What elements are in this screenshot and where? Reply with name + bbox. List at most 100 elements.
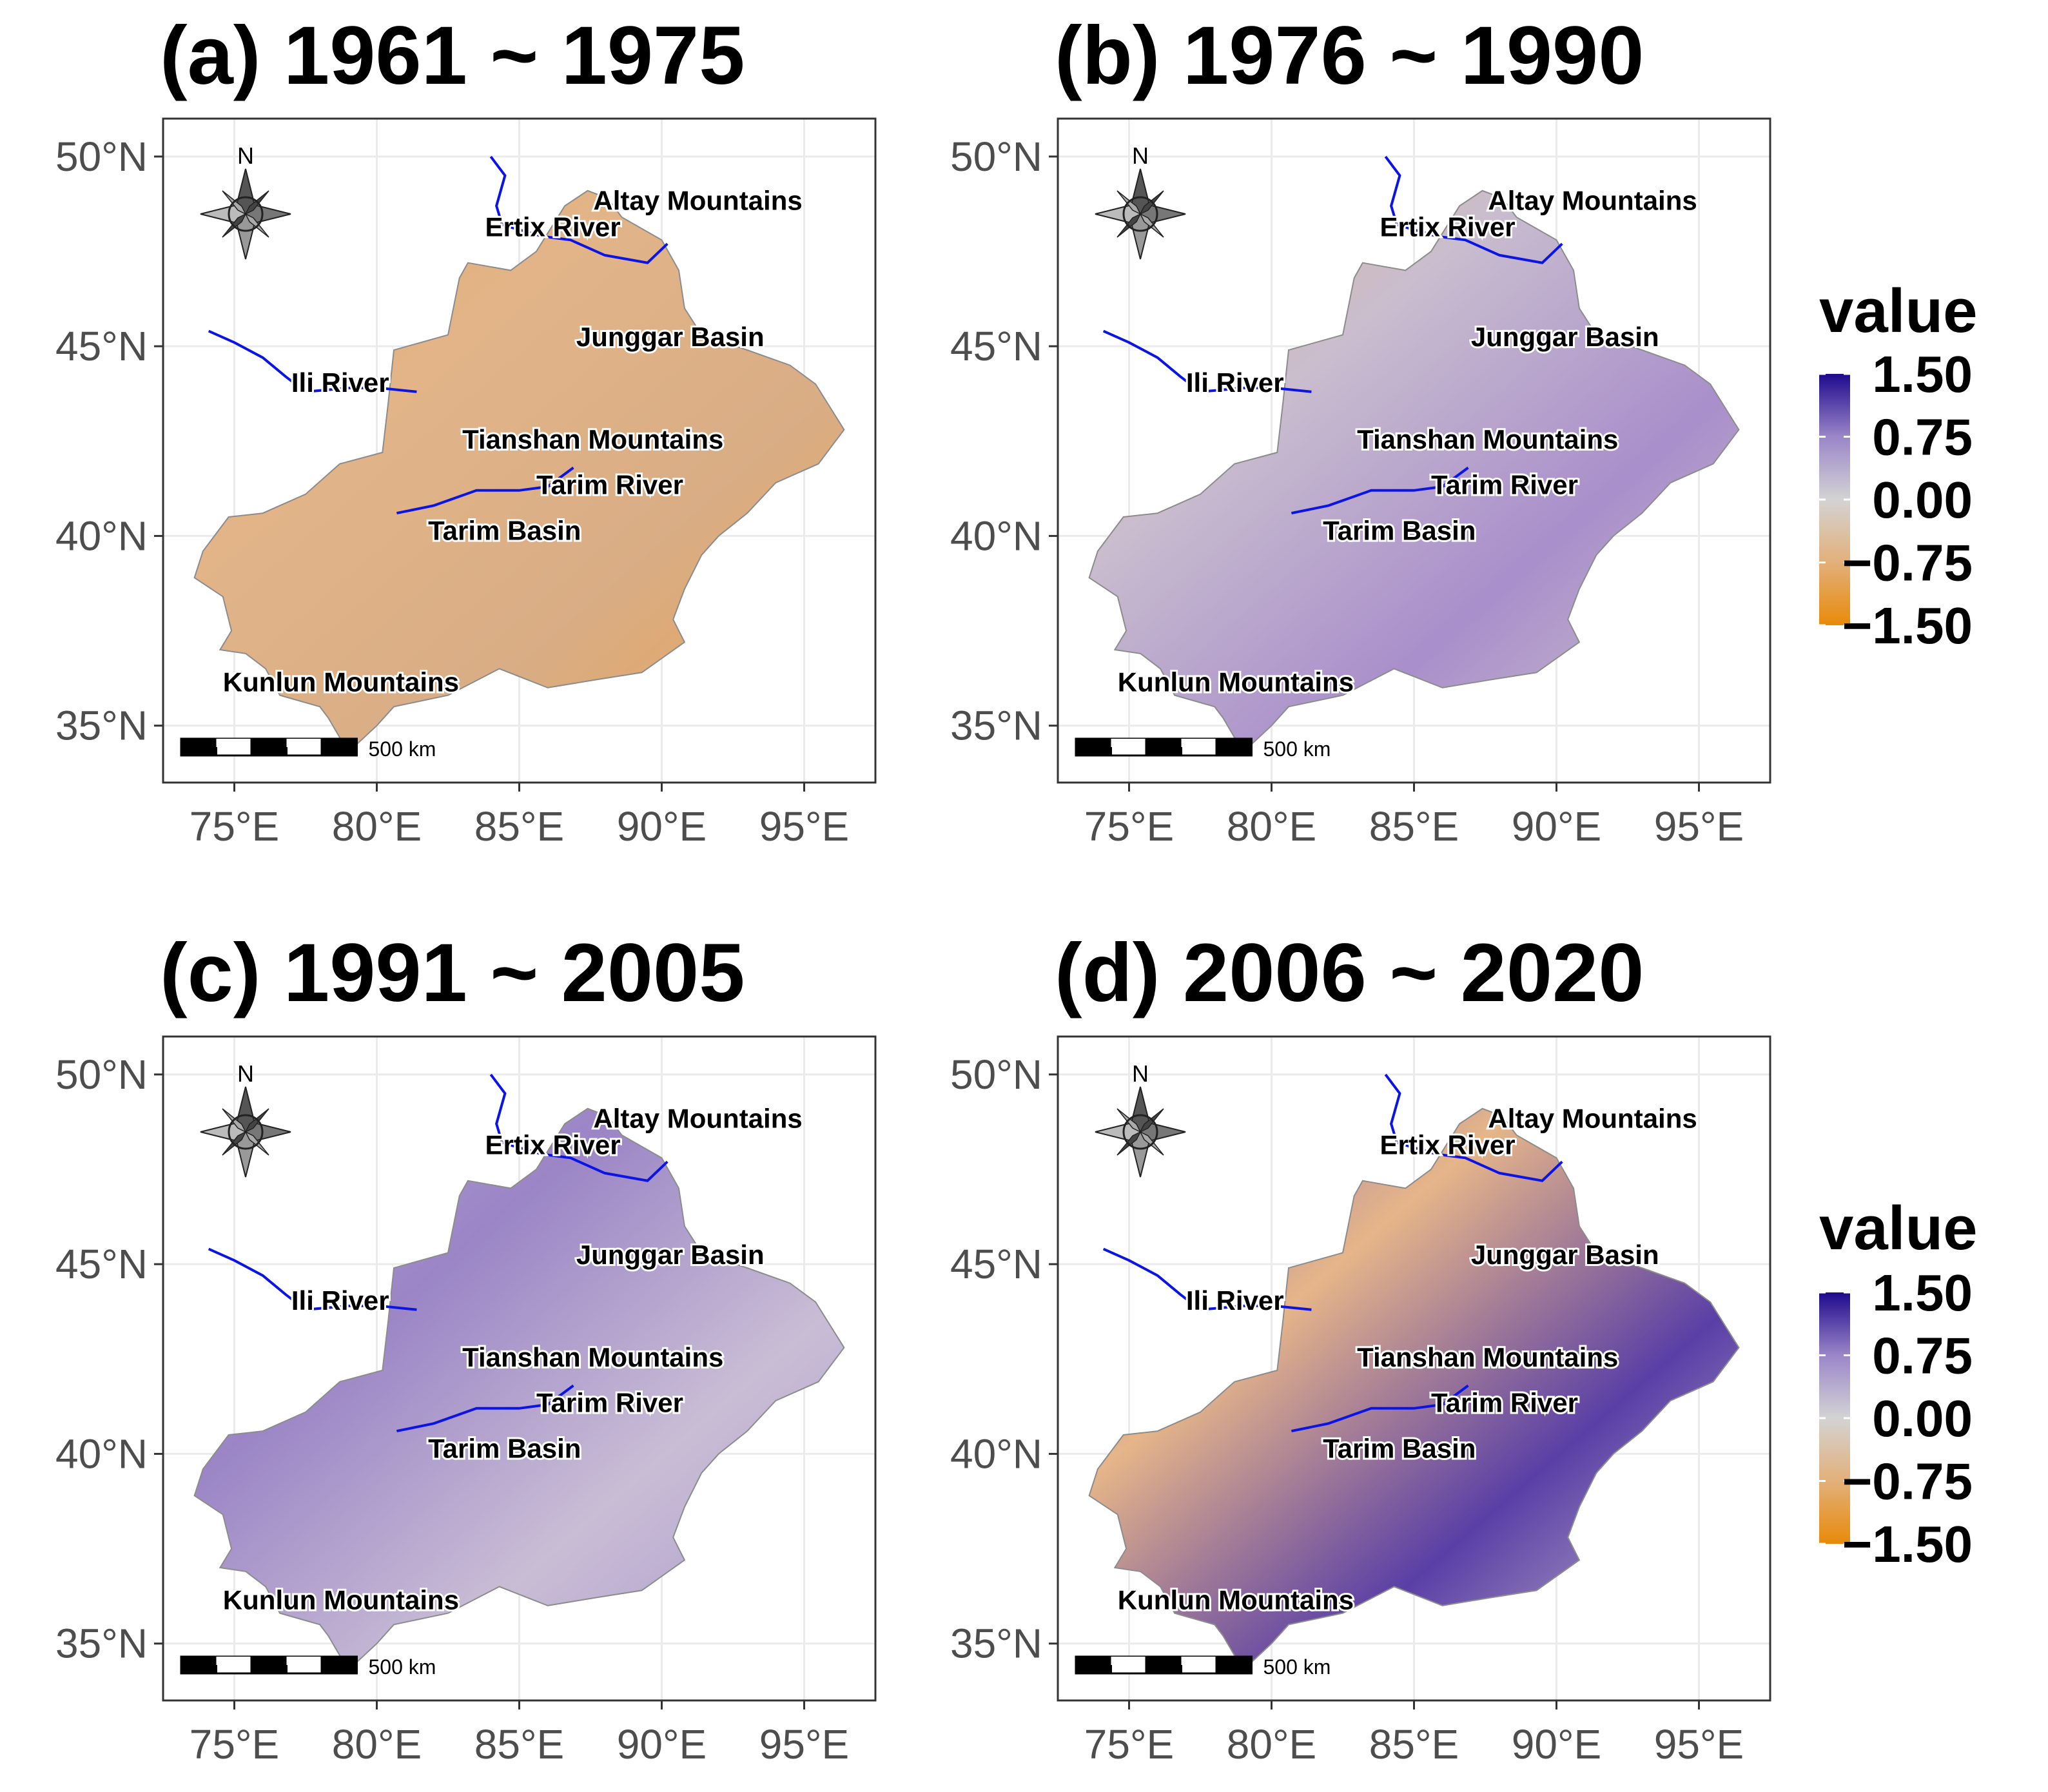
legend-tick-label: −1.50	[1842, 597, 1973, 654]
tarim-river-line	[1291, 466, 1469, 515]
x-tick-label: 75°E	[1084, 803, 1174, 850]
ertix-river-line	[1384, 155, 1563, 264]
scale-bar-label: 500 km	[369, 1655, 436, 1679]
north-arrow-icon: N	[200, 142, 291, 260]
x-tick-label: 80°E	[332, 1721, 422, 1768]
legend-title: value	[1819, 1194, 1977, 1263]
y-tick-label: 40°N	[950, 1430, 1042, 1477]
legend-tick-label: 0.00	[1872, 471, 1973, 529]
legend-tick-label: −0.75	[1842, 534, 1973, 592]
legend-tick-label: −0.75	[1842, 1453, 1973, 1510]
x-tick-label: 75°E	[1084, 1721, 1174, 1768]
scale-bar: 500 km	[1075, 1655, 1331, 1679]
ertix-river-line	[489, 155, 668, 264]
place-label: Ili River	[291, 1285, 389, 1316]
panel-title: (d) 2006 ~ 2020	[1055, 927, 1644, 1019]
x-tick-label: 85°E	[474, 1721, 564, 1768]
x-tick-label: 90°E	[1512, 803, 1601, 850]
legend-tick-label: 0.75	[1872, 1327, 1973, 1385]
scale-bar: 500 km	[180, 737, 436, 761]
panel-title: (b) 1976 ~ 1990	[1055, 10, 1644, 102]
place-label: Tarim River	[536, 470, 683, 500]
north-label: N	[1132, 1060, 1149, 1087]
y-tick-label: 35°N	[55, 703, 148, 749]
place-label: Tianshan Mountains	[462, 1342, 723, 1372]
x-tick-label: 90°E	[1512, 1721, 1601, 1768]
y-tick-label: 45°N	[55, 323, 148, 369]
tarim-river-line	[1291, 1384, 1469, 1433]
scale-bar-label: 500 km	[369, 737, 436, 761]
north-label: N	[237, 1060, 254, 1087]
x-tick-label: 85°E	[474, 803, 564, 850]
scale-bar: 500 km	[1075, 737, 1331, 761]
x-tick-label: 90°E	[617, 803, 707, 850]
legend-tick-label: 0.00	[1872, 1390, 1973, 1447]
place-label: Ertix River	[1380, 212, 1516, 242]
y-tick-label: 50°N	[55, 1051, 148, 1098]
place-label: Ertix River	[485, 212, 621, 242]
place-label: Altay Mountains	[1488, 185, 1697, 215]
ili-river-line	[1102, 1247, 1312, 1311]
x-tick-label: 80°E	[1227, 803, 1316, 850]
place-label: Tarim Basin	[1323, 1433, 1476, 1463]
y-tick-label: 35°N	[950, 703, 1042, 749]
x-tick-label: 80°E	[332, 803, 422, 850]
x-tick-label: 90°E	[617, 1721, 707, 1768]
place-label: Tianshan Mountains	[462, 424, 723, 454]
ili-river-line	[1102, 329, 1312, 393]
place-label: Altay Mountains	[593, 185, 802, 215]
y-tick-label: 50°N	[55, 133, 148, 180]
place-label: Tarim Basin	[428, 1433, 581, 1463]
place-label: Tianshan Mountains	[1357, 1342, 1618, 1372]
place-label: Kunlun Mountains	[1118, 667, 1354, 697]
place-label: Junggar Basin	[576, 1240, 765, 1270]
tarim-river-line	[396, 466, 574, 515]
scale-bar-label: 500 km	[1263, 1655, 1331, 1679]
panel-title: (a) 1961 ~ 1975	[160, 10, 745, 102]
place-label: Ertix River	[485, 1130, 621, 1160]
place-label: Ili River	[1186, 367, 1284, 398]
tarim-river-line	[396, 1384, 574, 1433]
y-tick-label: 35°N	[950, 1621, 1042, 1667]
y-tick-label: 45°N	[950, 1241, 1042, 1287]
y-tick-label: 40°N	[55, 512, 148, 559]
legend-tick-label: −1.50	[1842, 1515, 1973, 1573]
y-tick-label: 45°N	[55, 1241, 148, 1287]
place-label: Altay Mountains	[1488, 1103, 1697, 1133]
x-tick-label: 75°E	[190, 803, 279, 850]
place-label: Kunlun Mountains	[1118, 1585, 1354, 1615]
legend-title: value	[1819, 277, 1977, 346]
place-label: Tarim Basin	[1323, 515, 1476, 545]
place-label: Tarim River	[1431, 470, 1578, 500]
legend-tick-label: 1.50	[1872, 1264, 1973, 1321]
ili-river-line	[208, 329, 417, 393]
scale-bar-label: 500 km	[1263, 737, 1331, 761]
y-tick-label: 40°N	[950, 512, 1042, 559]
place-label: Ertix River	[1380, 1130, 1516, 1160]
scale-bar: 500 km	[180, 1655, 436, 1679]
x-tick-label: 95°E	[1654, 803, 1744, 850]
x-tick-label: 75°E	[190, 1721, 279, 1768]
place-label: Junggar Basin	[576, 322, 765, 352]
legends-layer: value1.500.750.00−0.75−1.50value1.500.75…	[1819, 277, 1977, 1573]
legend-tick-label: 0.75	[1872, 409, 1973, 466]
place-label: Kunlun Mountains	[223, 667, 459, 697]
ertix-river-line	[1384, 1073, 1563, 1182]
place-label: Junggar Basin	[1471, 1240, 1659, 1270]
y-tick-label: 40°N	[55, 1430, 148, 1477]
x-tick-label: 85°E	[1369, 803, 1459, 850]
panel-title: (c) 1991 ~ 2005	[160, 927, 745, 1019]
x-tick-label: 85°E	[1369, 1721, 1459, 1768]
place-label: Altay Mountains	[593, 1103, 802, 1133]
x-tick-label: 95°E	[759, 1721, 849, 1768]
north-label: N	[237, 142, 254, 169]
x-tick-label: 95°E	[1654, 1721, 1744, 1768]
y-tick-label: 50°N	[950, 1051, 1042, 1098]
region-value-surface	[193, 190, 845, 754]
